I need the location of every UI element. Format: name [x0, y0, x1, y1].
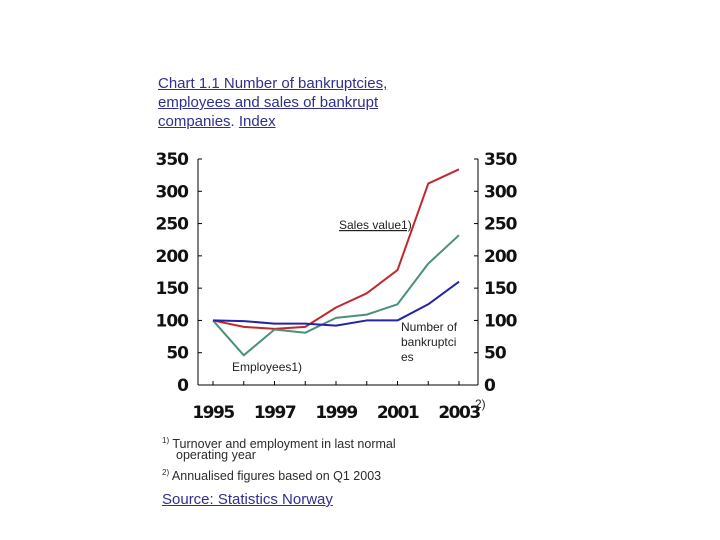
y-tick-label-left: 50	[166, 344, 189, 364]
y-tick-label-right: 0	[484, 376, 496, 396]
y-tick-label-right: 50	[484, 344, 507, 364]
label-bankruptcies-line-2: bankruptci	[401, 335, 456, 349]
footnote-1-text-2: operating year	[176, 448, 256, 462]
footnote-2-text: Annualised figures based on Q1 2003	[171, 469, 382, 484]
series-line-2	[212, 234, 460, 357]
footnote-1-cont: operating year	[176, 448, 256, 463]
label-bankruptcies-line-3: es	[401, 350, 414, 364]
title-line-3b: .	[230, 113, 239, 130]
y-tick-label-left: 250	[156, 215, 190, 235]
x-tick-label: 2003	[438, 403, 480, 423]
series-line-3	[212, 280, 460, 327]
footnote-2: 2) Annualised figures based on Q1 2003	[162, 465, 381, 484]
footnote-1-text-1: Turnover and employment in last normal	[172, 437, 396, 452]
title-line-3c: Index	[238, 113, 276, 130]
y-tick-label-left: 0	[177, 376, 189, 396]
label-employees: Employees1)	[232, 360, 302, 374]
y-tick-label-right: 200	[484, 247, 518, 267]
y-tick-label-right: 150	[484, 279, 518, 299]
title-line-1: Chart 1.1 Number of bankruptcies,	[158, 75, 388, 92]
footnote-2-mark: 2)	[162, 468, 170, 477]
chart-title: Chart 1.1 Number of bankruptcies, employ…	[158, 74, 458, 131]
x-tick-label: 1999	[315, 403, 357, 423]
x-tick-label: 1997	[254, 403, 296, 423]
y-tick-label-left: 200	[156, 247, 190, 267]
y-tick-label-left: 150	[156, 279, 190, 299]
source-note: Source: Statistics Norway	[162, 491, 333, 508]
footnote-1: 1) Turnover and employment in last norma…	[162, 433, 396, 452]
y-tick-label-right: 300	[484, 182, 518, 202]
y-tick-label-right: 250	[484, 215, 518, 235]
x-tick-label: 2001	[377, 403, 419, 423]
y-tick-label-left: 350	[156, 150, 190, 170]
x-tick-footnote-mark: 2)	[475, 397, 486, 411]
label-bankruptcies-line-1: Number of	[401, 320, 458, 334]
y-tick-label-right: 100	[484, 311, 518, 331]
footnote-1-mark: 1)	[162, 436, 170, 445]
x-tick-label: 1995	[192, 403, 234, 423]
y-tick-label-right: 350	[484, 150, 518, 170]
label-sales-value: Sales value1)	[339, 218, 412, 232]
title-line-3a: companies	[158, 113, 231, 130]
y-tick-label-left: 100	[156, 311, 190, 331]
title-line-2: employees and sales of bankrupt	[158, 94, 379, 111]
y-tick-label-left: 300	[156, 182, 190, 202]
series-line-1	[212, 168, 460, 330]
